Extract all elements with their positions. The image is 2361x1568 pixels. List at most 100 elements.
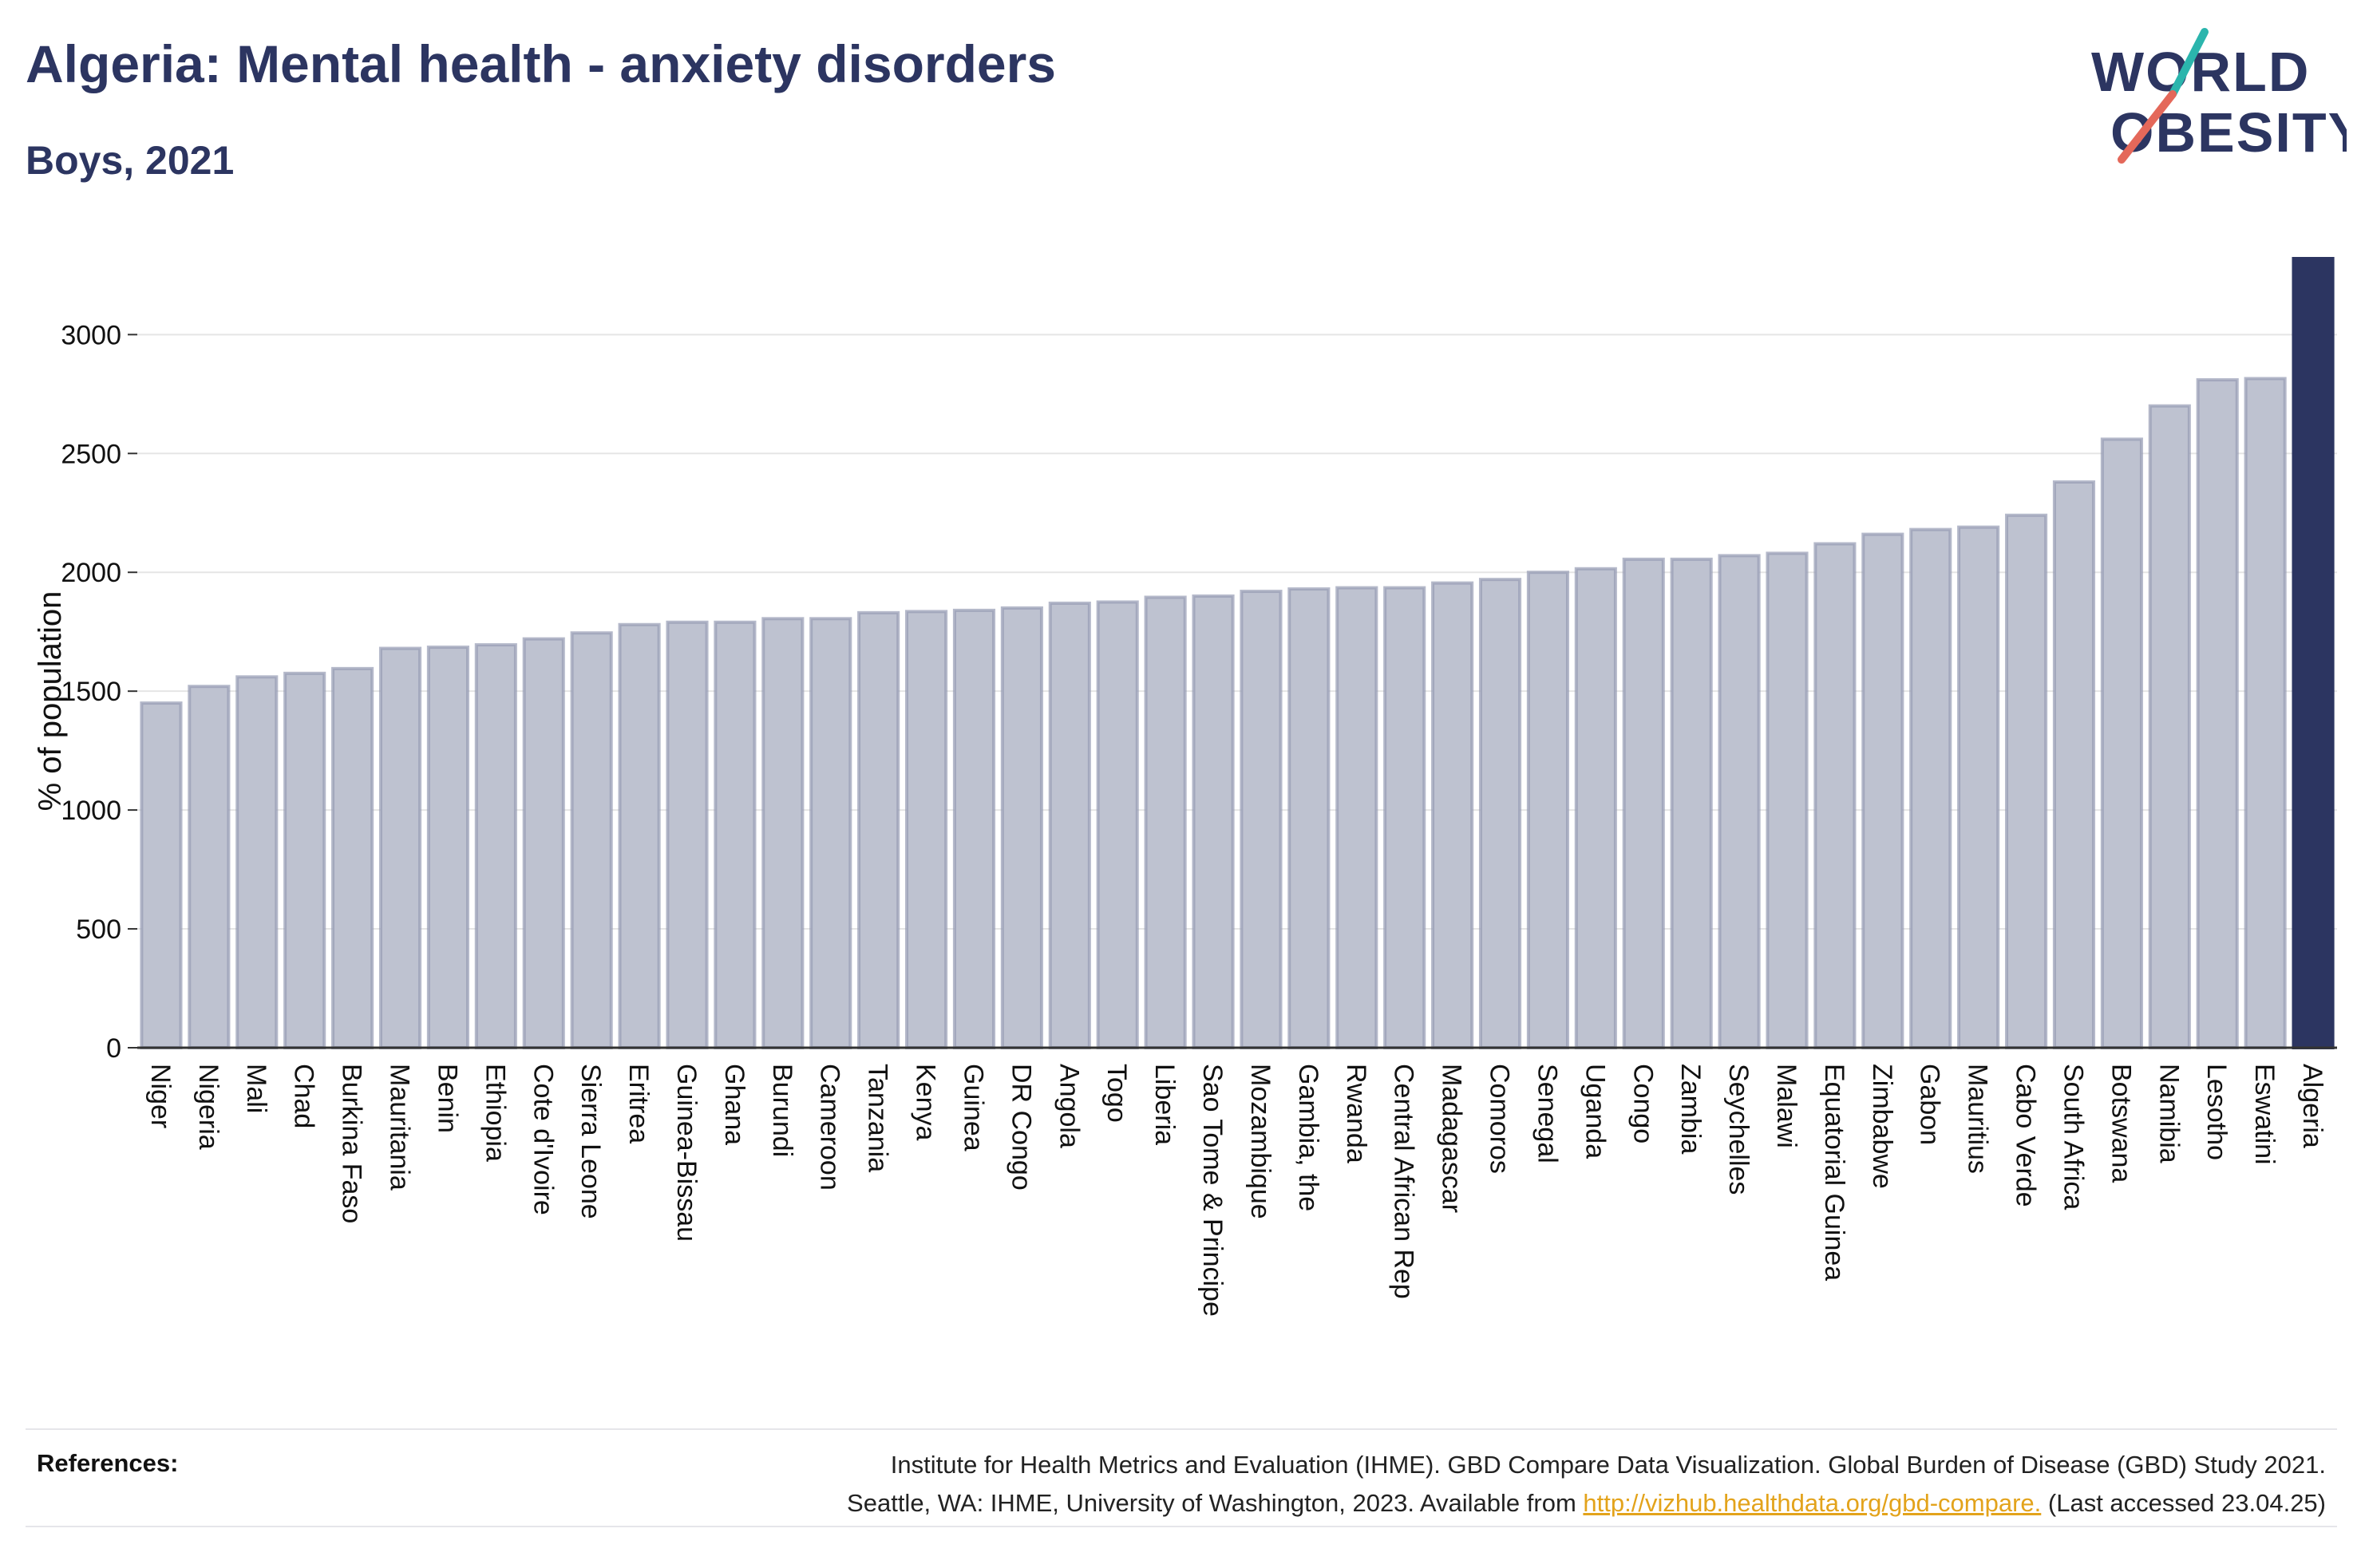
bar	[1909, 527, 1952, 1049]
x-tick-label: Mauritania	[385, 1064, 415, 1191]
x-tick-label: Ghana	[719, 1064, 749, 1145]
bar	[2292, 257, 2335, 1049]
x-tick-label: Zambia	[1675, 1064, 1706, 1154]
bar	[188, 685, 231, 1049]
logo-slash-teal	[2169, 28, 2209, 98]
x-tick-label: Liberia	[1149, 1064, 1180, 1145]
y-tick-label: 1500	[61, 677, 121, 707]
x-tick-label: Angola	[1054, 1064, 1084, 1148]
bar	[2244, 377, 2287, 1049]
bar	[857, 610, 900, 1049]
bar	[1287, 587, 1331, 1049]
bar	[1670, 557, 1713, 1049]
x-tick-label: Equatorial Guinea	[1819, 1064, 1849, 1281]
bar	[570, 631, 613, 1049]
bar	[1957, 525, 2000, 1049]
bar	[761, 617, 805, 1049]
bar	[1431, 581, 1474, 1049]
x-tick-label: Nigeria	[193, 1064, 223, 1150]
references-link[interactable]: http://vizhub.healthdata.org/gbd-compare…	[1583, 1489, 2042, 1517]
bar	[1096, 600, 1139, 1049]
logo-slash-coral	[2118, 90, 2177, 164]
bar	[1192, 594, 1235, 1049]
bar-chart: 0 500 1000 1500 2000 2500 3000 % of population N…	[33, 257, 2337, 1317]
x-tick-label: Eritrea	[623, 1064, 654, 1143]
bar	[1144, 595, 1187, 1049]
x-tick-label: Guinea-Bissau	[671, 1064, 702, 1242]
x-tick-label: South Africa	[2058, 1064, 2088, 1210]
references-panel: References: Institute for Health Metrics…	[26, 1428, 2337, 1527]
bar	[952, 608, 996, 1049]
bar	[1383, 586, 1426, 1049]
x-tick-label: Zimbabwe	[1867, 1064, 1897, 1189]
x-tick-label: Togo	[1101, 1064, 1132, 1123]
x-tick-label: Burundi	[767, 1064, 797, 1157]
logo-line2: OBESITY	[2110, 101, 2347, 164]
references-line-1: Institute for Health Metrics and Evaluat…	[890, 1451, 2326, 1479]
x-tick-label: Congo	[1627, 1064, 1658, 1143]
bar	[1000, 606, 1043, 1049]
logo-line1: WORLD	[2091, 41, 2310, 103]
x-tick-label: Rwanda	[1341, 1064, 1371, 1163]
bar	[809, 617, 852, 1049]
bar	[2100, 437, 2143, 1049]
bar	[618, 622, 661, 1049]
x-tick-label: Niger	[145, 1064, 176, 1128]
x-tick-label: Eswatini	[2249, 1064, 2280, 1165]
x-tick-label: Guinea	[958, 1064, 988, 1151]
bar	[1240, 590, 1283, 1049]
y-tick-label: 500	[76, 914, 121, 945]
x-tick-label: Seychelles	[1723, 1064, 1754, 1195]
x-tick-label: Burkina Faso	[337, 1064, 367, 1223]
bar	[522, 637, 565, 1049]
x-tick-label: Comoros	[1485, 1064, 1515, 1174]
x-tick-label: Mauritius	[1963, 1064, 1993, 1174]
y-tick-label: 3000	[61, 320, 121, 350]
x-tick-label: Senegal	[1532, 1064, 1562, 1163]
chart-subtitle: Boys, 2021	[26, 138, 235, 183]
x-tick-label: Kenya	[911, 1064, 941, 1140]
bar	[331, 666, 374, 1050]
bar	[2148, 404, 2191, 1050]
bar	[2196, 377, 2239, 1050]
references-text: Institute for Health Metrics and Evaluat…	[847, 1446, 2326, 1523]
bar	[140, 701, 183, 1050]
world-obesity-logo: WORLD OBESITY	[2091, 28, 2347, 164]
bar	[283, 671, 326, 1050]
x-tick-label: Gambia, the	[1293, 1064, 1323, 1211]
x-tick-label: DR Congo	[1006, 1064, 1036, 1191]
bar	[905, 610, 948, 1049]
bar	[474, 643, 517, 1049]
chart-title: Algeria: Mental health - anxiety disorde…	[26, 34, 1056, 93]
x-tick-label: Gabon	[1915, 1064, 1945, 1145]
bar	[378, 646, 422, 1049]
x-tick-label: Malawi	[1771, 1064, 1801, 1148]
references-line-2-suffix: (Last accessed 23.04.25)	[2041, 1489, 2326, 1517]
x-tick-label: Chad	[289, 1064, 319, 1128]
x-tick-label: Cote d'Ivoire	[528, 1064, 558, 1215]
y-axis-title: % of population	[33, 591, 68, 812]
bar	[1526, 571, 1569, 1049]
x-tick-label: Benin	[432, 1064, 462, 1133]
x-tick-label: Ethiopia	[480, 1064, 510, 1162]
x-tick-label: Mozambique	[1245, 1064, 1275, 1219]
x-tick-label: Namibia	[2153, 1064, 2184, 1163]
x-tick-label: Lesotho	[2201, 1064, 2232, 1160]
bar	[235, 675, 279, 1050]
y-tick-label: 2000	[61, 558, 121, 588]
y-tick-label: 2500	[61, 439, 121, 469]
x-tick-label: Cameroon	[815, 1064, 845, 1191]
bar	[1718, 554, 1761, 1049]
x-tick-label: Uganda	[1580, 1064, 1610, 1159]
bar	[1478, 578, 1522, 1049]
references-line-2-prefix: Seattle, WA: IHME, University of Washing…	[847, 1489, 1584, 1517]
x-tick-label: Central African Rep	[1389, 1064, 1419, 1299]
bar	[1861, 532, 1904, 1049]
bar	[666, 620, 709, 1049]
bar	[1574, 567, 1617, 1049]
bar	[714, 620, 757, 1049]
x-tick-label: Cabo Verde	[2011, 1064, 2041, 1207]
bar	[1766, 551, 1809, 1049]
x-tick-label: Sao Tome & Principe	[1197, 1064, 1228, 1317]
x-tick-label: Sierra Leone	[575, 1064, 606, 1219]
